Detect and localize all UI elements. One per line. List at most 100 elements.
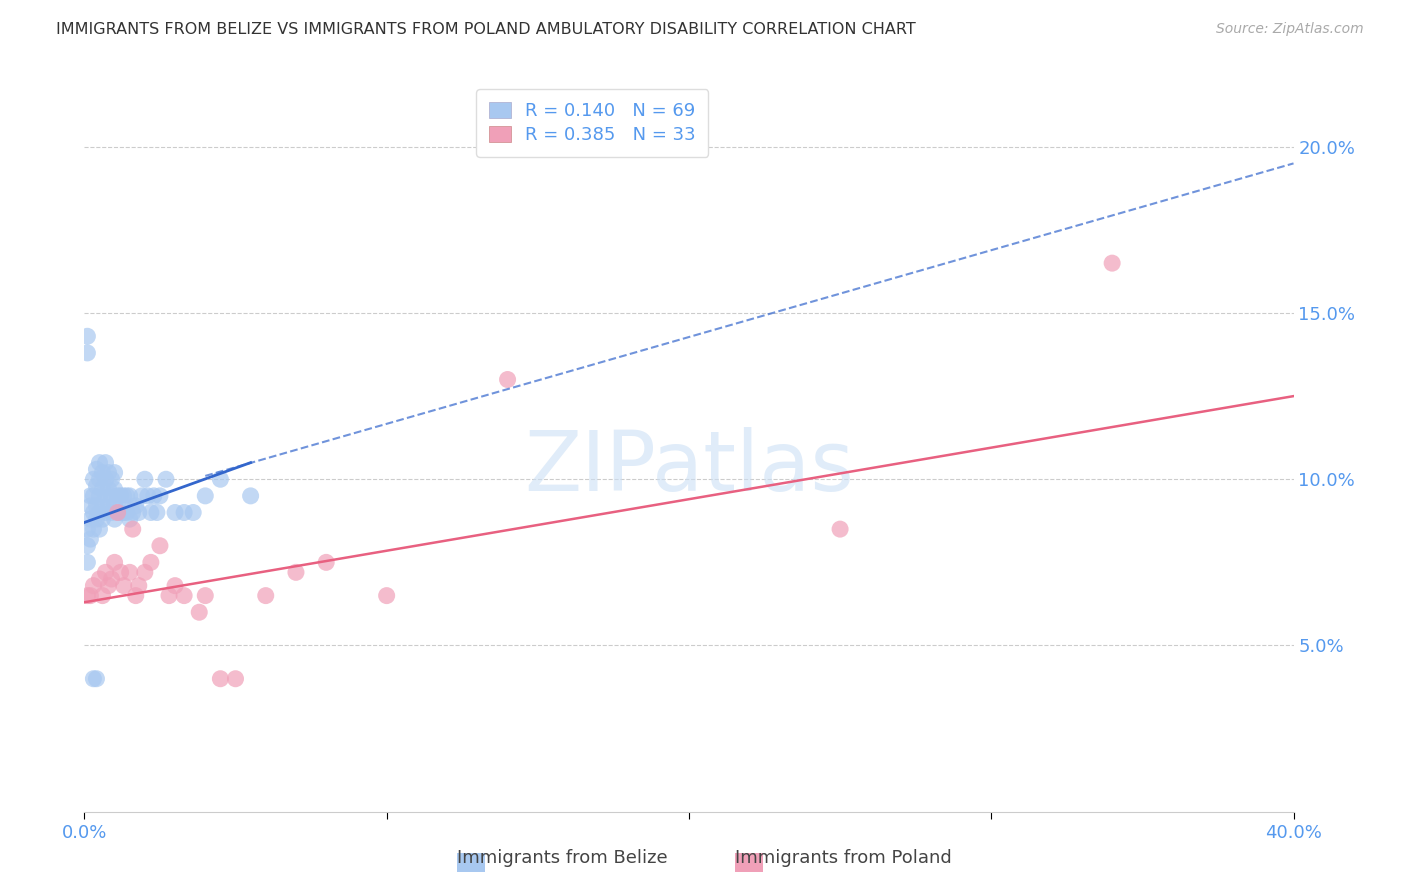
Point	[125, 589, 148, 603]
Point	[76, 329, 98, 343]
Point	[89, 472, 111, 486]
Point	[209, 672, 232, 686]
Point	[91, 589, 114, 603]
Point	[239, 489, 262, 503]
Point	[94, 566, 117, 580]
Point	[79, 532, 101, 546]
Point	[188, 605, 211, 619]
Point	[97, 499, 120, 513]
Point	[107, 506, 129, 520]
Point	[194, 489, 217, 503]
Point	[139, 506, 162, 520]
Point	[86, 672, 108, 686]
Point	[91, 512, 114, 526]
Point	[194, 589, 217, 603]
Point	[86, 462, 108, 476]
Text: ZIPatlas: ZIPatlas	[524, 427, 853, 508]
Point	[97, 482, 120, 496]
Point	[110, 566, 132, 580]
Point	[100, 506, 122, 520]
Point	[97, 466, 120, 480]
Point	[121, 522, 143, 536]
Point	[375, 589, 398, 603]
Point	[107, 489, 129, 503]
Point	[121, 506, 143, 520]
Point	[107, 506, 129, 520]
Point	[181, 506, 204, 520]
Point	[76, 589, 98, 603]
Point	[134, 566, 156, 580]
Point	[112, 489, 135, 503]
Point	[118, 489, 141, 503]
Point	[110, 506, 132, 520]
Point	[89, 522, 111, 536]
Point	[79, 512, 101, 526]
Point	[91, 499, 114, 513]
Point	[104, 512, 127, 526]
Point	[89, 489, 111, 503]
Point	[76, 522, 98, 536]
Point	[209, 472, 232, 486]
Point	[104, 499, 127, 513]
Point	[173, 589, 195, 603]
Point	[86, 499, 108, 513]
Point	[79, 499, 101, 513]
Point	[139, 555, 162, 569]
Point	[100, 489, 122, 503]
Point	[86, 479, 108, 493]
Point	[254, 589, 277, 603]
Point	[146, 506, 169, 520]
Point	[104, 466, 127, 480]
Point	[104, 482, 127, 496]
Point	[131, 489, 153, 503]
Point	[149, 489, 172, 503]
Point	[315, 555, 337, 569]
Point	[110, 489, 132, 503]
Point	[94, 506, 117, 520]
Point	[97, 579, 120, 593]
Point	[115, 489, 138, 503]
Point	[142, 489, 165, 503]
Point	[94, 456, 117, 470]
Point	[285, 566, 308, 580]
Point	[118, 566, 141, 580]
Point	[76, 539, 98, 553]
Legend: R = 0.140   N = 69, R = 0.385   N = 33: R = 0.140 N = 69, R = 0.385 N = 33	[477, 89, 709, 156]
Point	[82, 506, 104, 520]
Point	[86, 512, 108, 526]
Point	[136, 489, 159, 503]
Point	[128, 506, 150, 520]
Point	[100, 472, 122, 486]
Point	[89, 572, 111, 586]
Point	[173, 506, 195, 520]
Point	[82, 522, 104, 536]
Point	[79, 589, 101, 603]
Point	[76, 555, 98, 569]
Point	[112, 579, 135, 593]
Point	[128, 579, 150, 593]
Point	[91, 482, 114, 496]
Point	[165, 506, 187, 520]
Point	[79, 489, 101, 503]
Point	[82, 579, 104, 593]
Point	[89, 506, 111, 520]
Point	[134, 472, 156, 486]
Point	[225, 672, 247, 686]
Point	[94, 489, 117, 503]
Point	[82, 672, 104, 686]
Point	[155, 472, 177, 486]
Point	[112, 506, 135, 520]
Text: IMMIGRANTS FROM BELIZE VS IMMIGRANTS FROM POLAND AMBULATORY DISABILITY CORRELATI: IMMIGRANTS FROM BELIZE VS IMMIGRANTS FRO…	[56, 22, 915, 37]
Point	[115, 506, 138, 520]
Point	[165, 579, 187, 593]
Point	[830, 522, 852, 536]
Point	[157, 589, 180, 603]
Point	[496, 372, 519, 386]
Point	[94, 472, 117, 486]
Text: Immigrants from Belize: Immigrants from Belize	[457, 849, 668, 867]
Point	[89, 456, 111, 470]
Point	[125, 499, 148, 513]
Point	[82, 489, 104, 503]
Point	[76, 346, 98, 360]
Point	[100, 572, 122, 586]
